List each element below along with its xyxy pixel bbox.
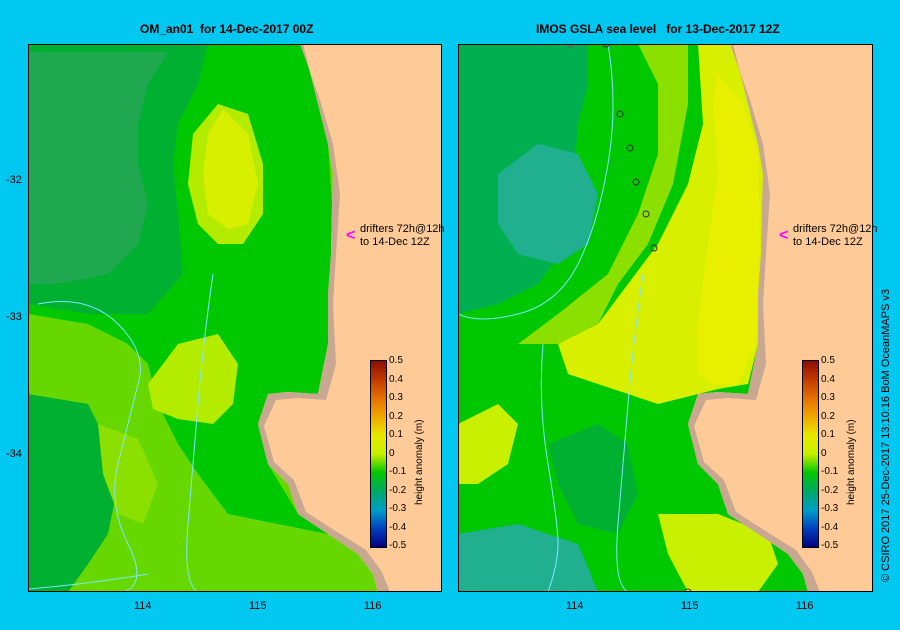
- colorbar-tick: -0.4: [389, 522, 407, 533]
- colorbar-right: [802, 360, 819, 548]
- colorbar-title-right: height anomaly (m): [846, 419, 857, 505]
- map-panel-left: [28, 44, 442, 592]
- colorbar-tick: -0.5: [389, 540, 407, 551]
- drifter-note-right: drifters 72h@12h to 14-Dec 12Z: [793, 223, 878, 249]
- colorbar-tick: 0: [821, 448, 827, 459]
- colorbar-tick: 0.3: [389, 392, 403, 403]
- y-tick-label: -34: [6, 448, 22, 460]
- colorbar-title-left: height anomaly (m): [414, 419, 425, 505]
- drifter-arrow-icon: <: [346, 227, 356, 244]
- colorbar-tick: 0: [389, 448, 395, 459]
- drifter-note-line1: drifters 72h@12h: [793, 223, 878, 235]
- colorbar-tick: 0.1: [389, 429, 403, 440]
- colorbar-tick: 0.1: [821, 429, 835, 440]
- colorbar-tick: 0.4: [821, 374, 835, 385]
- colorbar-tick: -0.3: [821, 503, 839, 514]
- colorbar-tick: 0.5: [821, 355, 835, 366]
- colorbar-tick: -0.2: [821, 485, 839, 496]
- x-tick-label: 114: [134, 600, 152, 612]
- y-tick-label: -32: [6, 174, 22, 186]
- x-tick-label: 116: [364, 600, 382, 612]
- colorbar-tick: 0.2: [821, 411, 835, 422]
- colorbar-tick: -0.3: [389, 503, 407, 514]
- drifter-note-line1: drifters 72h@12h: [360, 223, 445, 235]
- colorbar-tick: -0.5: [821, 540, 839, 551]
- colorbar-tick: 0.2: [389, 411, 403, 422]
- colorbar-tick: -0.4: [821, 522, 839, 533]
- colorbar-tick: -0.2: [389, 485, 407, 496]
- y-tick-label: -33: [6, 311, 22, 323]
- credit-text: © CSIRO 2017 25-Dec-2017 13:10:16 BoM Oc…: [880, 288, 892, 582]
- x-tick-label: 116: [796, 600, 814, 612]
- colorbar-tick: 0.5: [389, 355, 403, 366]
- colorbar-tick: 0.4: [389, 374, 403, 385]
- panel-left-title: OM_an01 for 14-Dec-2017 00Z: [140, 22, 314, 36]
- colorbar-tick: -0.1: [389, 466, 407, 477]
- map-panel-right: [458, 44, 873, 592]
- colorbar-left: [370, 360, 387, 548]
- drifter-arrow-icon: <: [779, 227, 789, 244]
- drifter-note-line2: to 14-Dec 12Z: [793, 236, 863, 248]
- x-tick-label: 114: [566, 600, 584, 612]
- colorbar-tick: 0.3: [821, 392, 835, 403]
- drifter-note-line2: to 14-Dec 12Z: [360, 236, 430, 248]
- colorbar-tick: -0.1: [821, 466, 839, 477]
- panel-right-title: IMOS GSLA sea level for 13-Dec-2017 12Z: [536, 22, 780, 36]
- drifter-note-left: drifters 72h@12h to 14-Dec 12Z: [360, 223, 445, 249]
- x-tick-label: 115: [681, 600, 699, 612]
- x-tick-label: 115: [249, 600, 267, 612]
